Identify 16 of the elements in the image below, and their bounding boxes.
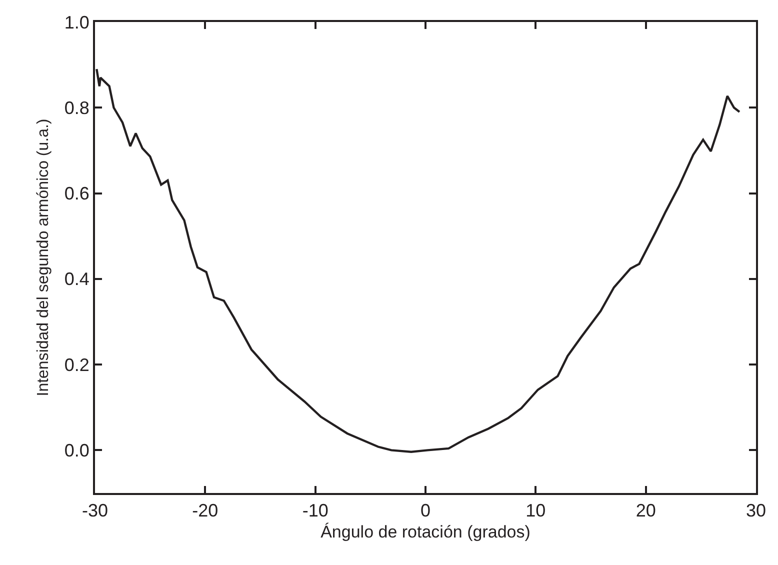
y-tick-label: 0.4: [64, 269, 90, 290]
y-axis-title: Intensidad del segundo armónico (u.a.): [34, 118, 52, 396]
line-series: [96, 68, 741, 453]
y-tick-label: 0.6: [64, 184, 90, 204]
x-tick-label: 10: [526, 500, 546, 521]
x-tick-label: -30: [82, 500, 108, 521]
x-tick-label: -10: [302, 500, 328, 521]
y-tick-label: 0.0: [64, 440, 90, 460]
y-tick-label: 1.0: [64, 12, 90, 32]
y-tick-label: 0.8: [64, 98, 90, 118]
x-tick-label: -20: [192, 500, 218, 521]
y-tick-label: 0.2: [64, 354, 90, 375]
x-tick-label: 0: [420, 500, 431, 521]
x-tick-label: 20: [636, 500, 656, 521]
x-axis-title: Ángulo de rotación (grados): [320, 522, 530, 542]
x-tick-label: 30: [746, 500, 766, 521]
